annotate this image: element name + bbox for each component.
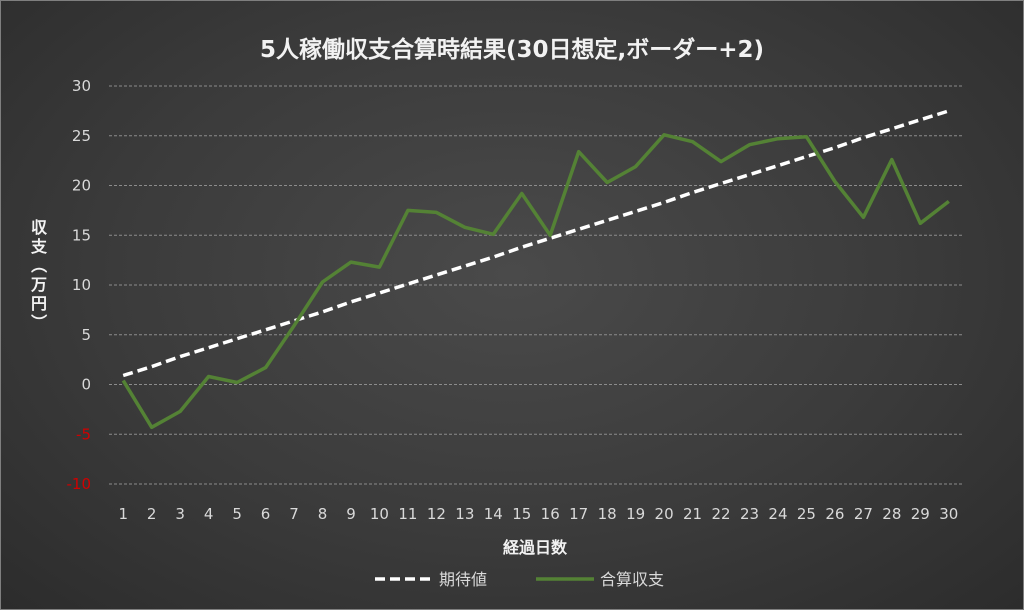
x-tick-label: 23	[740, 505, 759, 523]
y-tick-label: -5	[76, 425, 91, 443]
gridlines	[109, 85, 963, 485]
series-line-2	[121, 133, 950, 430]
x-axis-title: 経過日数	[503, 538, 568, 557]
y-tick-label: 0	[81, 376, 91, 394]
x-tick-label: 18	[598, 505, 617, 523]
y-tick-label: 20	[72, 177, 91, 195]
x-tick-label: 15	[512, 505, 531, 523]
y-tick-label: 25	[72, 127, 91, 145]
y-axis-ticks: -10 -5 0 5 10 15 20 25 30	[67, 77, 92, 493]
x-tick-label: 8	[318, 505, 328, 523]
x-tick-label: 27	[854, 505, 873, 523]
x-tick-label: 7	[289, 505, 299, 523]
y-axis-title-char: （	[29, 257, 48, 273]
x-tick-label: 22	[711, 505, 730, 523]
x-tick-label: 28	[882, 505, 901, 523]
y-axis-title-char: 収	[31, 218, 48, 237]
x-tick-label: 20	[655, 505, 674, 523]
x-tick-label: 30	[939, 505, 958, 523]
x-tick-label: 29	[911, 505, 930, 523]
x-tick-label: 9	[346, 505, 356, 523]
x-tick-label: 19	[626, 505, 645, 523]
y-tick-label: 30	[72, 77, 91, 95]
x-axis-ticks: 1 2 3 4 5 6 7 8 9 10 11 12 13 14 15 16 17 18 19 20 21 22 23 24 2…	[118, 505, 958, 523]
x-tick-label: 4	[204, 505, 214, 523]
y-tick-label: 10	[72, 276, 91, 294]
y-axis-title: 収支（ 万円）	[29, 218, 48, 330]
legend-label: 合算収支	[600, 570, 664, 589]
legend: 期待値 合算収支	[375, 570, 664, 589]
y-tick-label: 15	[72, 226, 91, 244]
x-tick-label: 6	[261, 505, 271, 523]
x-tick-label: 5	[232, 505, 242, 523]
x-tick-label: 14	[484, 505, 503, 523]
x-tick-label: 3	[175, 505, 185, 523]
plot-series	[121, 109, 950, 430]
y-tick-label: 5	[81, 326, 91, 344]
y-axis-title-char: 万	[30, 275, 47, 294]
x-tick-label: 25	[797, 505, 816, 523]
x-tick-label: 21	[683, 505, 702, 523]
y-axis-title-char: 支	[30, 237, 48, 256]
x-tick-label: 2	[147, 505, 157, 523]
legend-label: 期待値	[439, 570, 487, 589]
x-tick-label: 13	[455, 505, 474, 523]
x-tick-label: 1	[118, 505, 128, 523]
y-tick-label: -10	[67, 475, 92, 493]
series-line-1	[122, 109, 950, 378]
x-tick-label: 12	[427, 505, 446, 523]
y-axis-title-char: ）	[29, 314, 48, 330]
x-tick-label: 16	[541, 505, 560, 523]
x-tick-label: 11	[398, 505, 417, 523]
x-tick-label: 24	[768, 505, 787, 523]
x-tick-label: 17	[569, 505, 588, 523]
y-axis-title-char: 円	[31, 294, 47, 313]
x-tick-label: 26	[825, 505, 844, 523]
x-tick-label: 10	[370, 505, 389, 523]
chart-title: 5人稼働収支合算時結果(30日想定,ボーダー+2)	[260, 36, 764, 63]
